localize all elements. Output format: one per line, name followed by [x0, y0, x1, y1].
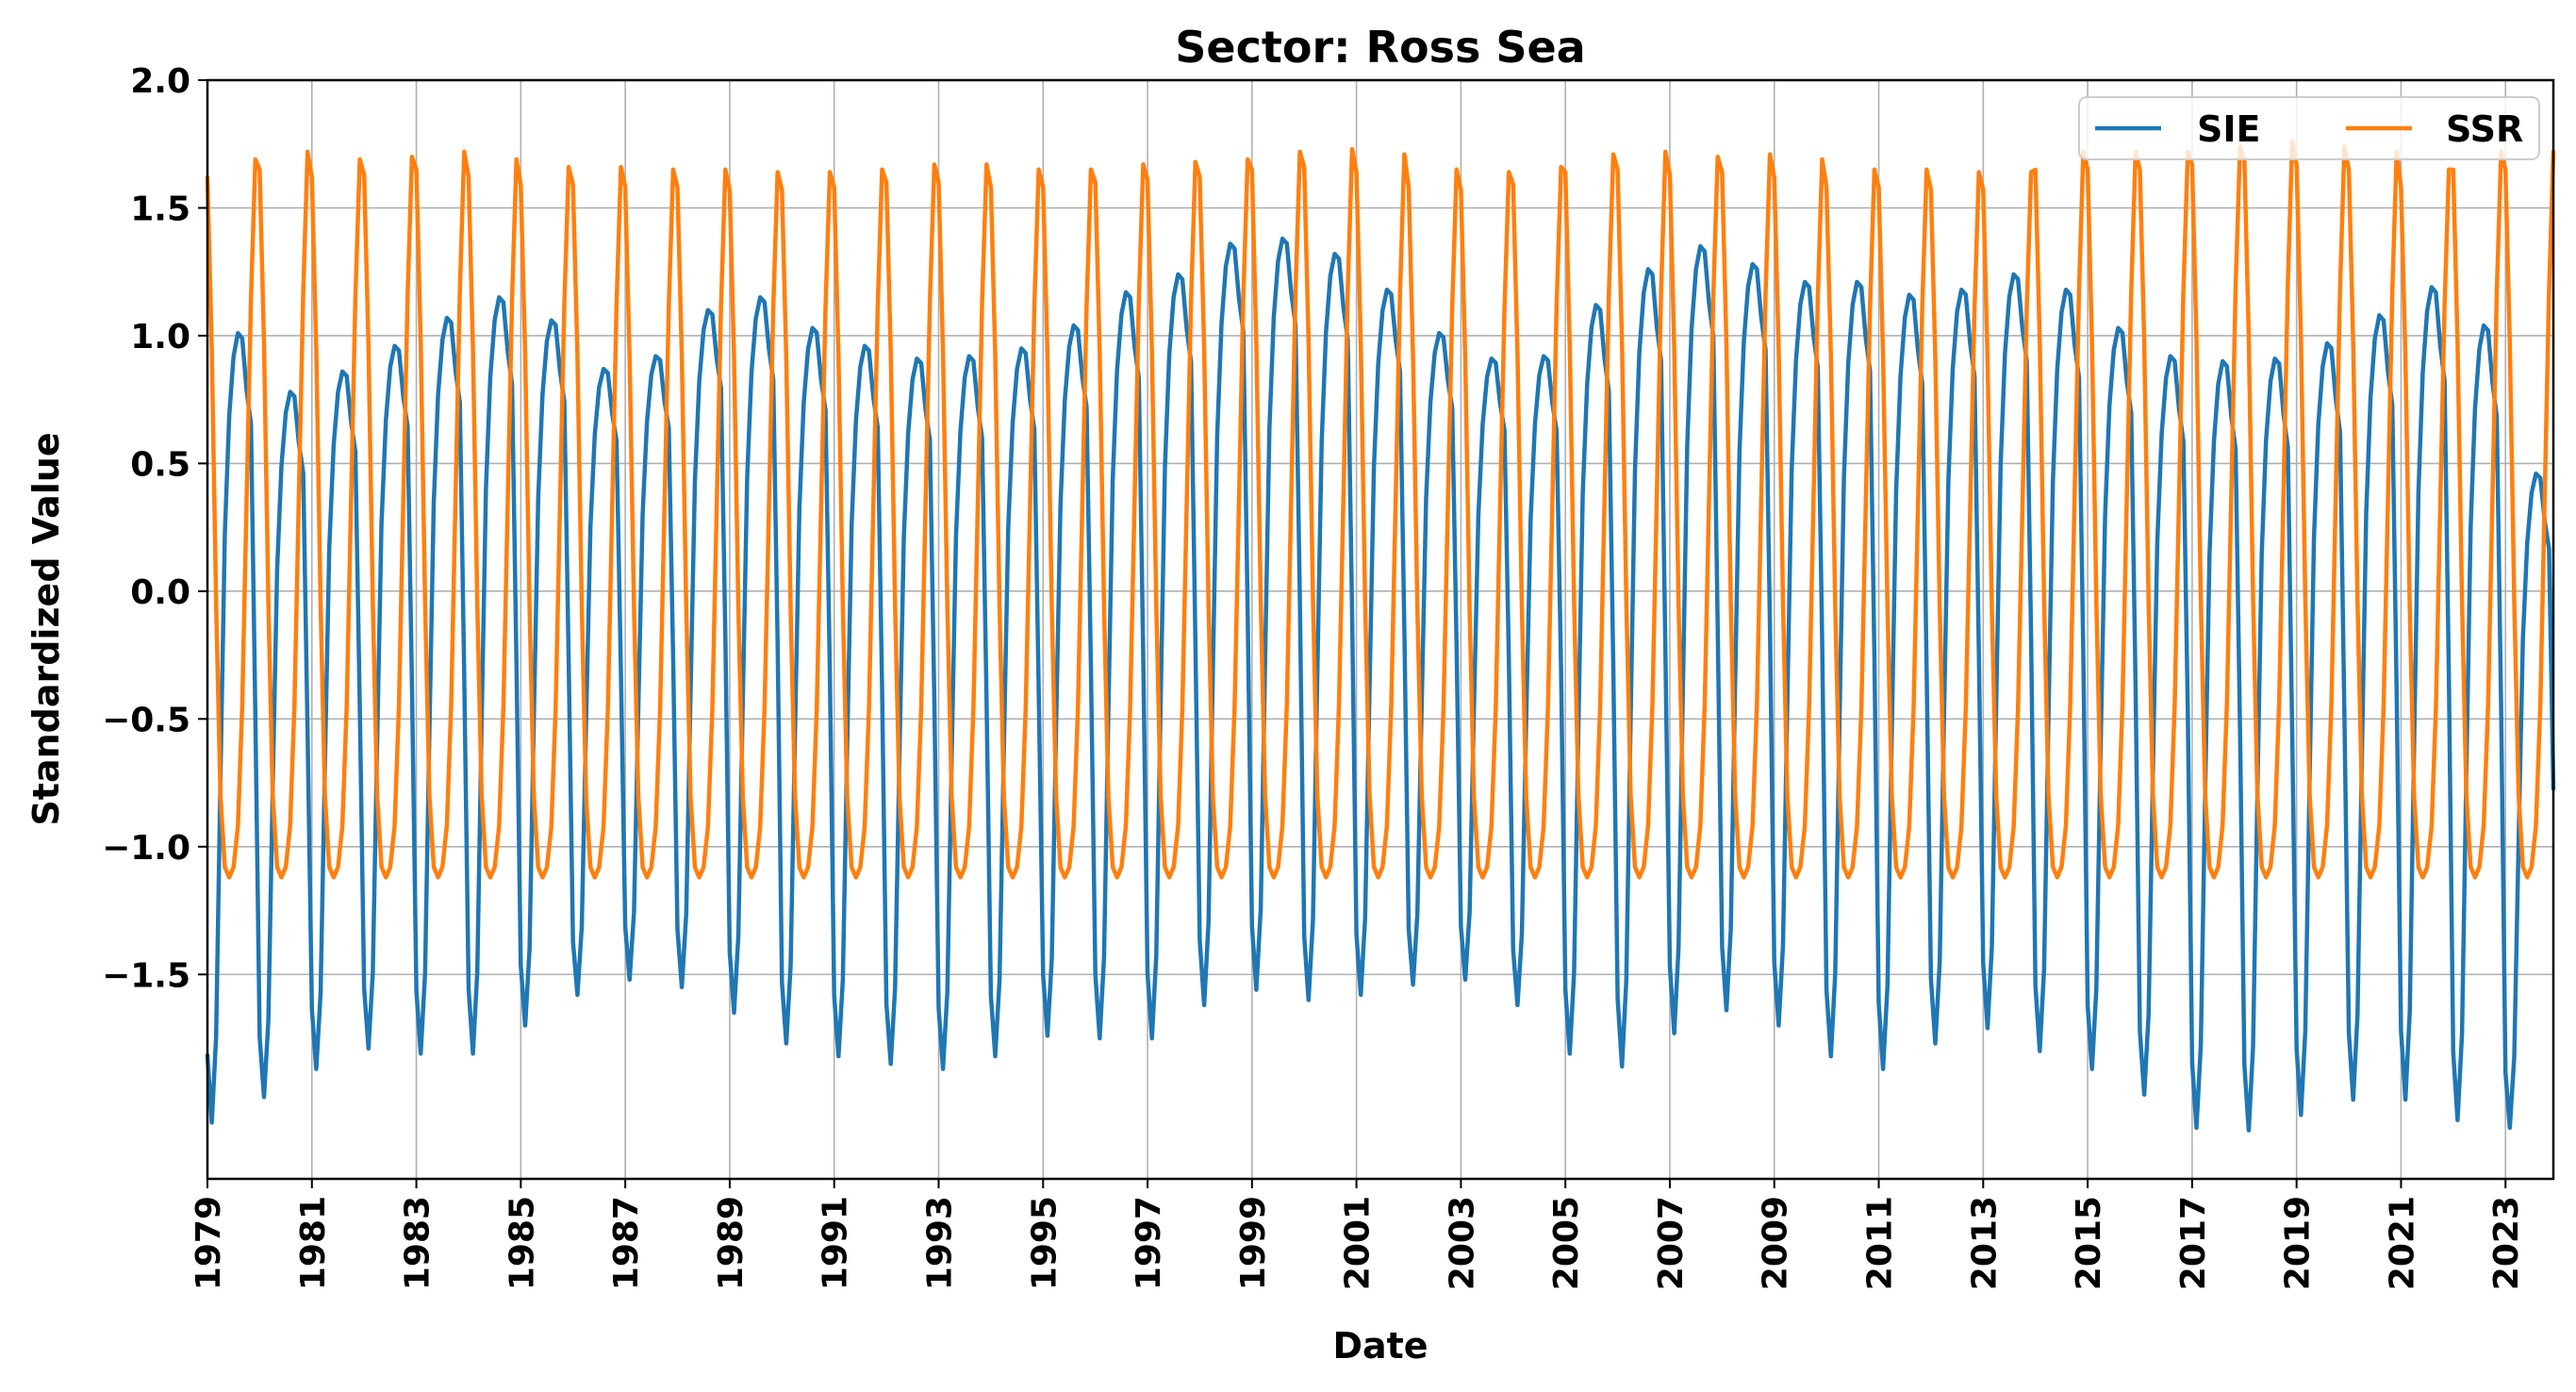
y-tick-label: 0.0 [130, 573, 190, 612]
x-tick-label: 2013 [1965, 1196, 2004, 1290]
x-tick-label: 1999 [1234, 1196, 1273, 1290]
x-axis: 1979 1981 1983 1985 1987 1989 1991 1993 1995 1997… [190, 1179, 2526, 1290]
y-tick-label: 1.0 [130, 318, 190, 356]
x-tick-label: 2019 [2279, 1196, 2318, 1290]
y-tick-label: −0.5 [102, 701, 190, 739]
legend-label-ssr: SSR [2446, 108, 2523, 150]
x-tick-label: 1997 [1130, 1196, 1168, 1290]
x-tick-label: 2023 [2487, 1196, 2526, 1290]
legend: SIE SSR [2078, 96, 2540, 160]
x-tick-label: 2015 [2070, 1196, 2108, 1290]
chart-title: Sector: Ross Sea [1175, 22, 1585, 73]
x-tick-label: 1991 [817, 1196, 855, 1290]
y-tick-label: 2.0 [130, 62, 190, 101]
x-tick-label: 1989 [712, 1196, 751, 1290]
y-tick-label: 1.5 [130, 190, 190, 228]
y-tick-label: −1.5 [102, 956, 190, 995]
series-line-sie [205, 236, 2556, 1133]
y-axis: 2.0 1.5 1.0 0.5 0.0 −0.5 −1.0 −1.5 [102, 62, 207, 995]
x-tick-label: 2001 [1339, 1196, 1378, 1290]
x-tick-label: 1993 [920, 1196, 959, 1290]
x-tick-label: 2009 [1757, 1196, 1795, 1290]
x-tick-label: 2021 [2383, 1196, 2421, 1290]
legend-label-sie: SIE [2197, 108, 2260, 150]
x-tick-label: 1981 [294, 1196, 333, 1290]
legend-box [2078, 96, 2540, 160]
plot-frame [206, 78, 2555, 1181]
x-tick-label: 2003 [1443, 1196, 1481, 1290]
x-tick-label: 2007 [1652, 1196, 1691, 1290]
series-lines [205, 139, 2556, 1133]
x-axis-label: Date [1332, 1325, 1428, 1367]
x-tick-label: 1985 [503, 1196, 541, 1290]
x-tick-label: 2011 [1861, 1196, 1900, 1290]
x-tick-label: 1979 [190, 1196, 228, 1290]
y-tick-label: 0.5 [130, 445, 190, 484]
x-tick-label: 2017 [2174, 1196, 2213, 1290]
x-tick-label: 1987 [607, 1196, 646, 1290]
y-tick-label: −1.0 [102, 829, 190, 868]
x-tick-label: 1983 [399, 1196, 438, 1290]
series-line-ssr [205, 139, 2556, 880]
y-axis-label: Standardized Value [25, 432, 67, 825]
x-tick-label: 1995 [1025, 1196, 1064, 1290]
x-tick-label: 2005 [1547, 1196, 1586, 1290]
